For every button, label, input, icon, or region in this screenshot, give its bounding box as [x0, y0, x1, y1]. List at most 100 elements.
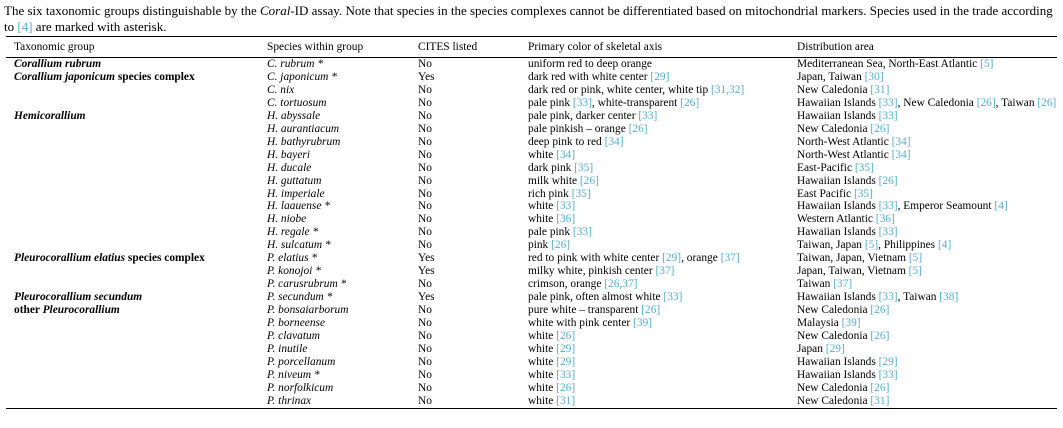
citation-link[interactable]: [29] [878, 355, 898, 368]
species-cell: P. niveum * [267, 368, 320, 381]
citation-link[interactable]: [33] [638, 109, 658, 122]
citation-link[interactable]: [31] [556, 394, 576, 407]
citation-link[interactable]: [35] [574, 161, 594, 174]
skeletal-axis-color-cell: crimson, orange [26,37] [528, 278, 638, 291]
distribution-area-cell: Mediterranean Sea, North-East Atlantic [… [797, 58, 994, 70]
citation-link[interactable]: [34] [604, 135, 624, 148]
citation-link[interactable]: [37] [655, 265, 675, 278]
citation-link[interactable]: [5] [864, 239, 879, 252]
citation-link[interactable]: [26] [1037, 96, 1057, 109]
citation-link[interactable]: [4] [937, 239, 952, 252]
caption-text: The six taxonomic groups distinguishable… [4, 3, 260, 18]
table-row: H. imperiale No rich pink [35] East Pacific… [6, 188, 1057, 201]
citation-link[interactable]: [26] [680, 96, 700, 109]
citation-link[interactable]: [33] [878, 226, 898, 239]
citation-link[interactable]: [34] [891, 148, 911, 161]
table-row: P. niveum * No white [33] Hawaiian Islands … [6, 369, 1057, 382]
citation-link[interactable]: [34] [891, 135, 911, 148]
citation-link[interactable]: [39] [633, 317, 653, 330]
citation-link[interactable]: [33] [878, 96, 898, 109]
citation-link[interactable]: [26] [976, 96, 996, 109]
skeletal-axis-color-cell: milk white [26] [528, 174, 599, 187]
skeletal-axis-color-cell: pink [26] [528, 239, 571, 252]
skeletal-axis-color-cell: dark pink [35] [528, 161, 594, 174]
citation-link[interactable]: [33] [878, 200, 898, 213]
skeletal-axis-color-cell: pale pink, often almost white [33] [528, 291, 683, 304]
citation-link[interactable]: [39] [841, 317, 861, 330]
citation-link[interactable]: [4] [17, 18, 33, 34]
taxonomic-group-cell [6, 239, 267, 252]
citation-link[interactable]: [26] [878, 174, 898, 187]
citation-link[interactable]: [26] [870, 304, 890, 317]
distribution-area-cell: New Caledonia [26] [797, 122, 890, 135]
cites-listed-cell: No [418, 96, 432, 109]
citation-link[interactable]: [5] [908, 265, 922, 278]
skeletal-axis-color-cell: white [36] [528, 213, 576, 226]
distribution-area-cell: East-Pacific [35] [797, 161, 874, 174]
citation-link[interactable]: [29] [650, 70, 670, 83]
species-cell: C. japonicum * [267, 70, 337, 83]
species-cell: P. bonsaiarborum [267, 304, 349, 317]
citation-link[interactable]: [33] [878, 109, 898, 122]
distribution-area-cell: Japan, Taiwan [30] [797, 70, 884, 83]
citation-link[interactable]: [33] [556, 200, 576, 213]
citation-link[interactable]: [26] [870, 330, 890, 343]
citation-link[interactable]: [29] [556, 342, 576, 355]
table-row: H. regale * No pale pink [33] Hawaiian Isla… [6, 226, 1057, 239]
citation-link[interactable]: [33] [556, 368, 576, 381]
citation-link[interactable]: [26] [641, 304, 661, 317]
cites-listed-cell: No [418, 394, 432, 407]
citation-link[interactable]: [5] [908, 252, 923, 265]
taxonomic-group-cell [6, 200, 267, 213]
table-body: Corallium rubrum C. rubrum * No uniform red… [6, 58, 1057, 409]
citation-link[interactable]: [29] [662, 252, 682, 265]
citation-link[interactable]: [33] [572, 96, 592, 109]
skeletal-axis-color-cell: white [33] [528, 200, 576, 213]
citation-link[interactable]: [38] [939, 291, 959, 304]
species-cell: H. bayeri [267, 148, 311, 161]
citation-link[interactable]: [30] [864, 70, 884, 83]
cites-listed-cell: No [418, 304, 432, 317]
citation-link[interactable]: [29] [556, 355, 576, 368]
citation-link[interactable]: [26] [870, 122, 890, 135]
table-row: H. guttatum No milk white [26] Hawaiian Isl… [6, 175, 1057, 188]
citation-link[interactable]: [31] [870, 83, 890, 96]
skeletal-axis-color-cell: milky white, pinkish center [37] [528, 265, 675, 278]
citation-link[interactable]: [33] [572, 226, 592, 239]
cites-listed-cell: No [418, 330, 432, 343]
citation-link[interactable]: [26] [579, 174, 599, 187]
species-cell: P. porcellanum [267, 355, 336, 368]
citation-link[interactable]: [36] [875, 213, 895, 226]
skeletal-axis-color-cell: white [26] [528, 330, 576, 343]
distribution-area-cell: Hawaiian Islands [33] [797, 226, 898, 239]
citation-link[interactable]: [34] [556, 148, 576, 161]
citation-link[interactable]: [37] [720, 252, 740, 265]
cites-listed-cell: No [418, 355, 432, 368]
species-cell: C. rubrum * [267, 58, 324, 70]
citation-link[interactable]: [35] [571, 187, 591, 200]
distribution-area-cell: Hawaiian Islands [33], Taiwan [38] [797, 291, 959, 304]
citation-link[interactable]: [33] [663, 291, 683, 304]
citation-link[interactable]: [26] [556, 330, 576, 343]
citation-link[interactable]: [33] [878, 291, 898, 304]
column-header-taxonomic-group: Taxonomic group [6, 36, 267, 58]
skeletal-axis-color-cell: white [29] [528, 342, 576, 355]
citation-link[interactable]: [37] [833, 278, 853, 291]
citation-link[interactable]: [26] [551, 239, 571, 252]
citation-link[interactable]: [26] [628, 122, 648, 135]
citation-link[interactable]: [36] [556, 213, 576, 226]
citation-link[interactable]: [26,37] [604, 278, 638, 291]
citation-link[interactable]: [33] [878, 368, 898, 381]
citation-link[interactable]: [31] [870, 394, 890, 407]
citation-link[interactable]: [31,32] [711, 83, 745, 96]
taxonomic-group-cell [6, 188, 267, 201]
citation-link[interactable]: [35] [854, 161, 874, 174]
citation-link[interactable]: [35] [853, 187, 873, 200]
citation-link[interactable]: [29] [825, 342, 845, 355]
citation-link[interactable]: [26] [870, 381, 890, 394]
citation-link[interactable]: [4] [994, 200, 1008, 213]
citation-link[interactable]: [26] [556, 381, 576, 394]
skeletal-axis-color-cell: dark red with white center [29] [528, 70, 670, 83]
citation-link[interactable]: [5] [980, 58, 994, 70]
taxonomic-group-cell: Corallium japonicum species complex [14, 70, 195, 83]
